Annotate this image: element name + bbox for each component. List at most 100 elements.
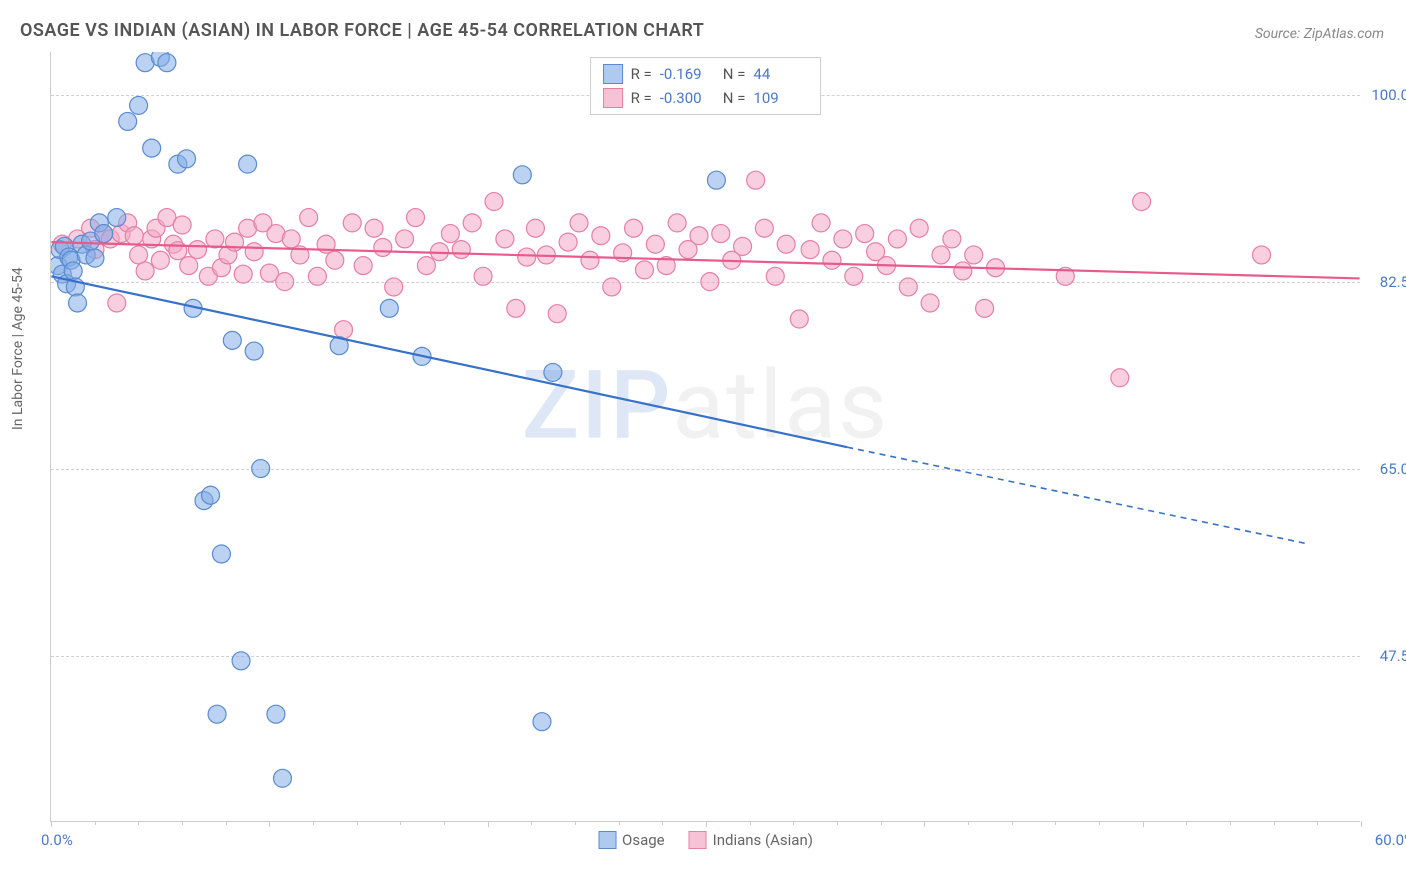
data-point-indian [365, 219, 383, 237]
data-point-indian [932, 246, 950, 264]
n-label: N = [723, 89, 746, 107]
data-point-indian [188, 241, 206, 259]
data-point-osage [212, 545, 230, 563]
data-point-indian [777, 235, 795, 253]
data-point-indian [130, 246, 148, 264]
data-point-osage [245, 342, 263, 360]
x-tick-minor [619, 821, 620, 825]
x-tick-minor [182, 821, 183, 825]
data-point-indian [790, 310, 808, 328]
data-point-indian [766, 267, 784, 285]
data-point-osage [208, 705, 226, 723]
legend-item-osage: Osage [598, 831, 665, 849]
data-point-indian [151, 251, 169, 269]
x-axis-min-label: 0.0% [41, 831, 73, 849]
data-point-indian [343, 214, 361, 232]
legend-item-indian: Indians (Asian) [689, 831, 813, 849]
x-axis-max-label: 60.0% [1375, 831, 1406, 849]
y-tick-label: 65.0% [1365, 460, 1406, 478]
plot-area: ZIPatlas R = -0.169 N = 44 R = -0.300 N … [50, 52, 1360, 822]
data-point-osage [178, 150, 196, 168]
legend-row-osage: R = -0.169 N = 44 [603, 62, 809, 86]
data-point-osage [108, 209, 126, 227]
data-point-osage [130, 96, 148, 114]
x-tick-minor [1186, 821, 1187, 825]
x-tick-minor [226, 821, 227, 825]
trendline-osage-solid [51, 276, 847, 447]
data-point-indian [206, 230, 224, 248]
data-point-indian [485, 193, 503, 211]
data-point-indian [603, 278, 621, 296]
x-tick-minor [793, 821, 794, 825]
series-legend: Osage Indians (Asian) [598, 831, 813, 849]
x-tick-major [51, 821, 52, 827]
data-point-osage [64, 262, 82, 280]
y-tick-label: 82.5% [1365, 273, 1406, 291]
data-point-indian [755, 219, 773, 237]
data-point-indian [308, 267, 326, 285]
x-tick-major [1143, 821, 1144, 827]
data-point-indian [300, 209, 318, 227]
data-point-indian [276, 273, 294, 291]
x-tick-minor [662, 821, 663, 825]
x-tick-minor [881, 821, 882, 825]
x-tick-minor [1055, 821, 1056, 825]
data-point-indian [976, 299, 994, 317]
legend-swatch-osage [603, 64, 623, 84]
data-point-indian [1253, 246, 1271, 264]
data-point-indian [1111, 369, 1129, 387]
data-point-indian [668, 214, 686, 232]
x-tick-minor [138, 821, 139, 825]
data-point-indian [747, 171, 765, 189]
data-point-indian [823, 251, 841, 269]
x-tick-minor [444, 821, 445, 825]
data-point-indian [856, 225, 874, 243]
data-point-indian [592, 227, 610, 245]
x-tick-major [924, 821, 925, 827]
data-point-indian [570, 214, 588, 232]
data-point-indian [354, 257, 372, 275]
x-tick-minor [1274, 821, 1275, 825]
data-point-indian [910, 219, 928, 237]
legend-row-indian: R = -0.300 N = 109 [603, 86, 809, 110]
data-point-indian [452, 241, 470, 259]
data-point-indian [635, 261, 653, 279]
data-point-indian [888, 230, 906, 248]
x-tick-minor [95, 821, 96, 825]
data-point-indian [245, 243, 263, 261]
data-point-osage [158, 54, 176, 72]
data-point-indian [1133, 193, 1151, 211]
data-point-osage [119, 112, 137, 130]
data-point-indian [921, 294, 939, 312]
data-point-indian [407, 209, 425, 227]
data-point-indian [417, 257, 435, 275]
data-point-osage [143, 139, 161, 157]
data-point-indian [396, 230, 414, 248]
data-point-osage [69, 294, 87, 312]
data-point-osage [202, 486, 220, 504]
x-tick-minor [575, 821, 576, 825]
x-tick-minor [313, 821, 314, 825]
x-tick-major [488, 821, 489, 827]
data-point-indian [526, 219, 544, 237]
data-point-osage [544, 363, 562, 381]
x-tick-major [269, 821, 270, 827]
n-label: N = [723, 65, 746, 83]
data-point-indian [474, 267, 492, 285]
data-point-indian [734, 237, 752, 255]
data-point-indian [234, 265, 252, 283]
legend-label-osage: Osage [622, 831, 665, 849]
data-point-osage [239, 155, 257, 173]
data-point-indian [374, 238, 392, 256]
data-point-indian [385, 278, 403, 296]
correlation-legend: R = -0.169 N = 44 R = -0.300 N = 109 [590, 57, 822, 115]
data-point-indian [559, 233, 577, 251]
x-tick-minor [531, 821, 532, 825]
data-point-osage [223, 331, 241, 349]
r-value-osage: -0.169 [660, 65, 715, 83]
data-point-osage [513, 166, 531, 184]
data-point-indian [548, 305, 566, 323]
x-tick-minor [1230, 821, 1231, 825]
trendline-osage-dashed [847, 447, 1305, 543]
n-value-osage: 44 [753, 65, 808, 83]
